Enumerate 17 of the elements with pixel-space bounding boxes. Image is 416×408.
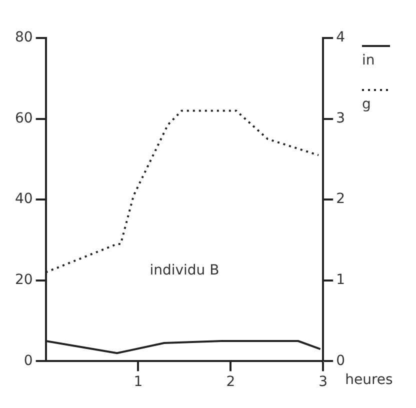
y-tick-label: 0 — [24, 352, 33, 369]
y-tick-label: 40 — [14, 191, 33, 208]
x-tick-label: 2 — [226, 374, 236, 390]
x-tick-label: 3 — [318, 374, 328, 390]
legend-label: g — [362, 96, 371, 113]
y2-tick-label: 1 — [336, 272, 346, 288]
y2-tick-label: 0 — [336, 352, 346, 369]
x-tick-label: 1 — [134, 374, 143, 390]
annotation: individu B — [150, 262, 220, 278]
y-tick-label: 60 — [14, 110, 33, 126]
legend-label: in — [362, 52, 375, 69]
y2-tick-label: 4 — [336, 30, 346, 46]
y2-tick-label: 3 — [336, 110, 346, 126]
y-tick-label: 80 — [14, 30, 33, 46]
y-tick-label: 20 — [14, 272, 33, 288]
y2-tick-label: 2 — [336, 191, 346, 208]
x-axis-title: heures — [345, 372, 393, 388]
